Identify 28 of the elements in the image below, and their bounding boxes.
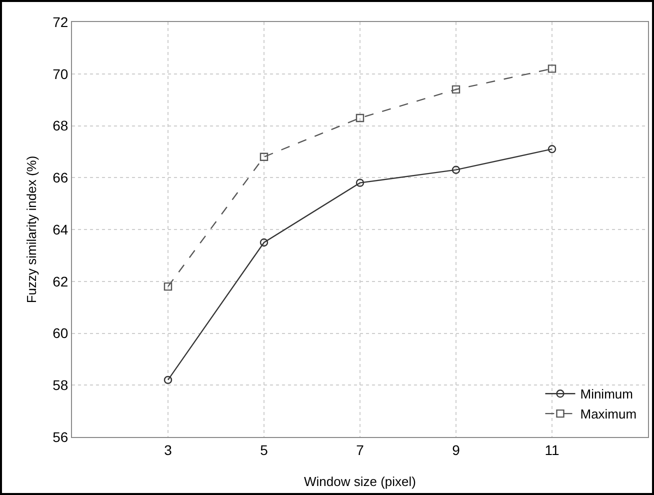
x-tick-label: 3 <box>164 442 172 458</box>
legend-label: Minimum <box>580 386 633 402</box>
point <box>260 238 268 247</box>
point <box>548 144 556 154</box>
point <box>452 166 460 174</box>
y-tick-label: 64 <box>52 221 68 238</box>
x-axis-title: Window size (pixel) <box>304 474 416 489</box>
point <box>356 114 364 122</box>
point <box>356 178 364 187</box>
y-tick-label: 62 <box>52 273 68 290</box>
x-tick-label: 9 <box>452 442 460 458</box>
y-axis-title: Fuzzy similarity index (%) <box>24 156 39 304</box>
y-tick-label: 56 <box>52 428 68 445</box>
point <box>548 64 556 73</box>
y-tick-label: 68 <box>52 118 68 134</box>
point <box>452 85 460 94</box>
x-tick-label: 7 <box>356 442 364 458</box>
x-tick-label: 11 <box>544 442 560 458</box>
x-tick-label: 5 <box>260 442 268 458</box>
point <box>164 282 172 291</box>
y-tick-label: 58 <box>52 377 68 394</box>
y-tick-label: 66 <box>52 170 68 186</box>
point <box>260 152 268 161</box>
y-tick-label: 70 <box>52 66 68 82</box>
y-tick-label: 72 <box>52 14 68 30</box>
point <box>164 376 172 384</box>
legend-label: Maximum <box>580 406 637 422</box>
y-tick-label: 60 <box>52 325 68 342</box>
